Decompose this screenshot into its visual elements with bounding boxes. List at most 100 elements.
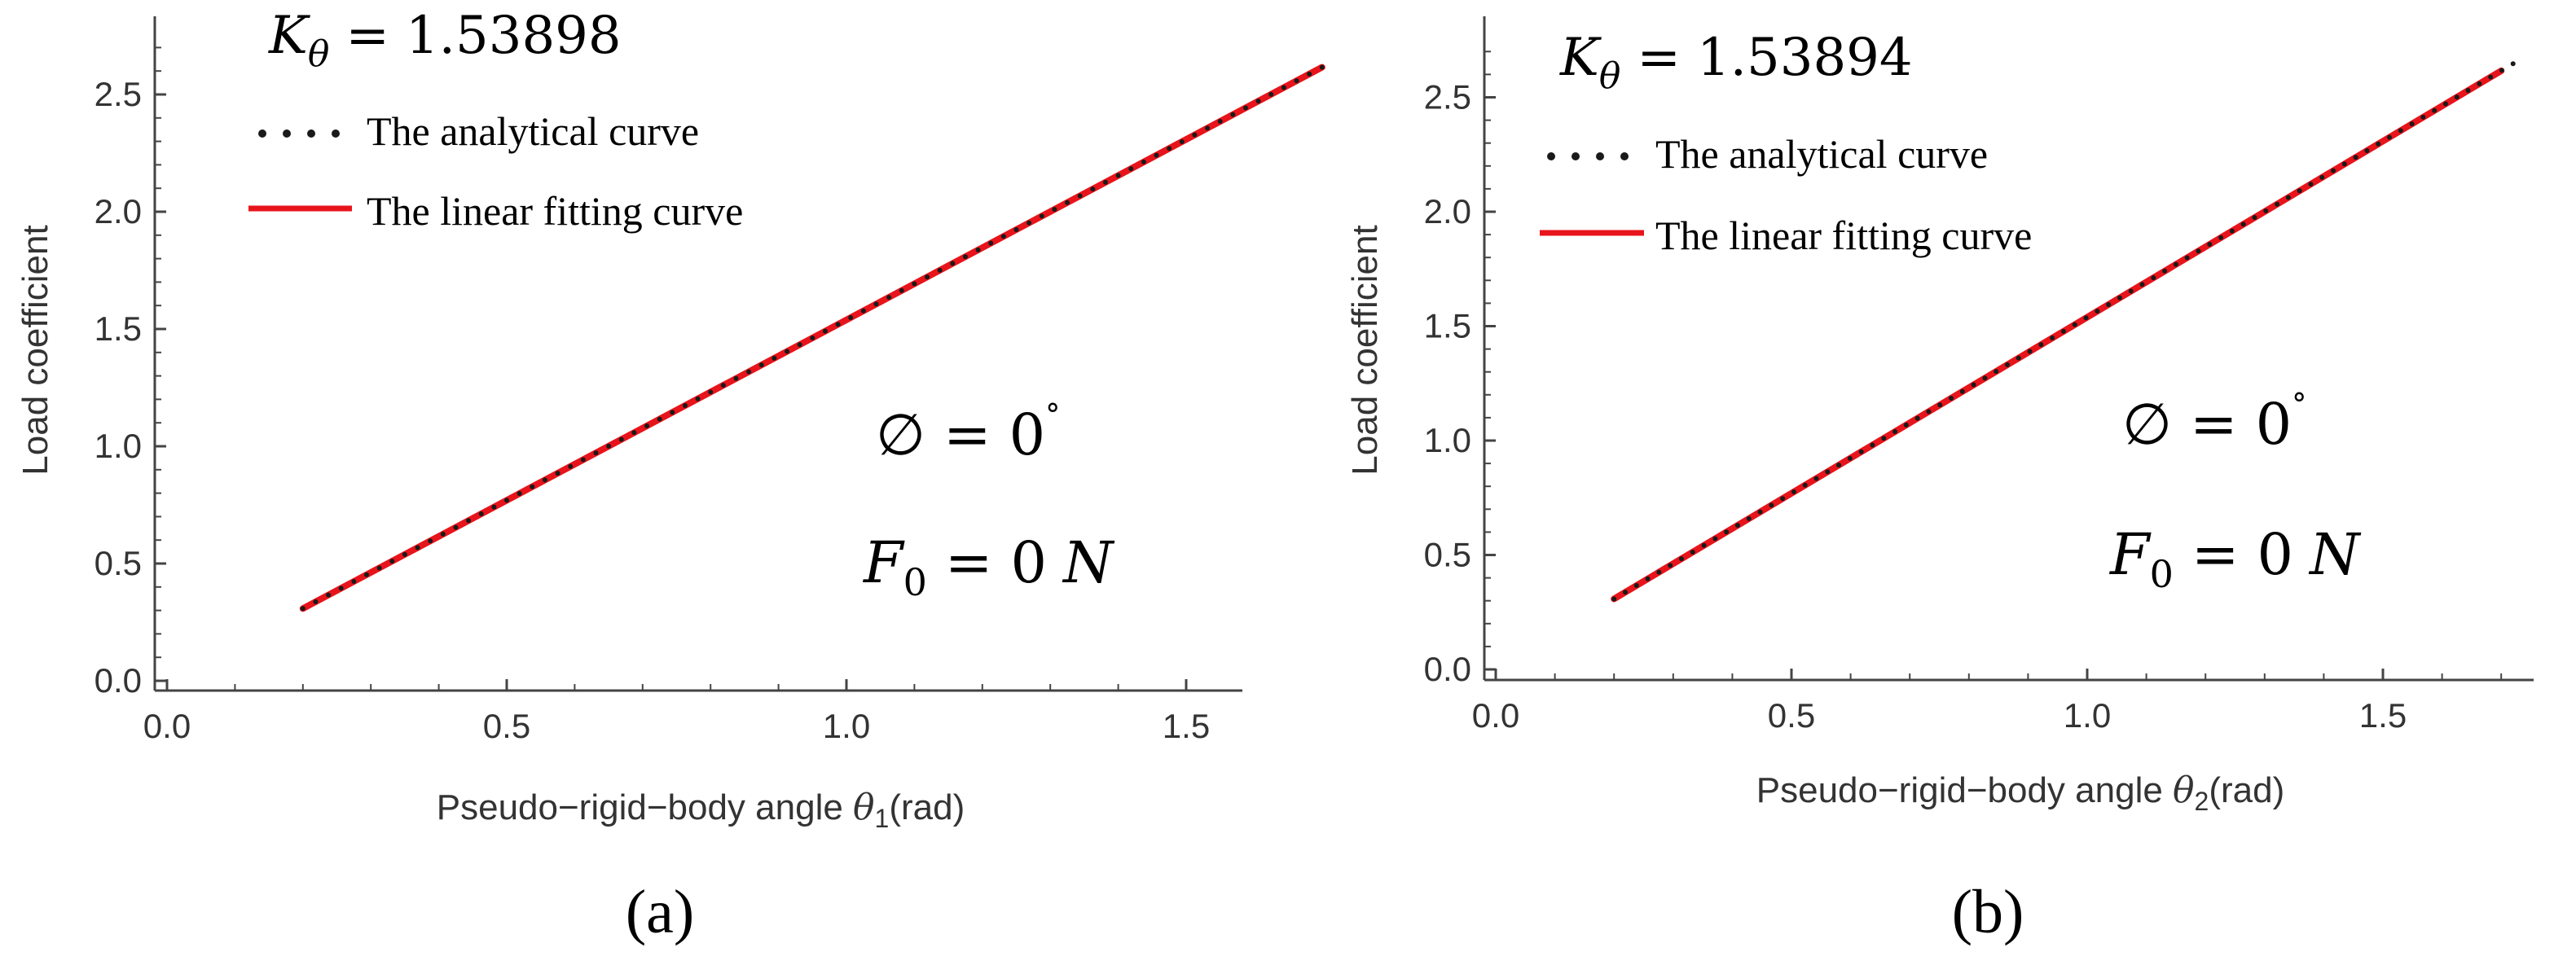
analytical-point-b (2027, 349, 2033, 354)
analytical-point-b (1881, 436, 1887, 441)
analytical-point-b (1769, 502, 1774, 508)
analytical-point-a (440, 531, 446, 537)
analytical-point-b (1836, 463, 1842, 468)
analytical-point-b (1633, 583, 1639, 589)
analytical-point-b (1712, 536, 1718, 542)
analytical-point-a (860, 308, 866, 314)
analytical-point-b (2173, 261, 2178, 267)
analytical-point-b (1780, 496, 1786, 502)
analytical-point-b (2162, 268, 2168, 274)
analytical-point-a (746, 369, 752, 375)
k-theta-label-b: Kθ = 1.53894 (1559, 28, 1913, 97)
analytical-point-a (950, 261, 956, 266)
legend-label-fitting-a: The linear fitting curve (367, 188, 743, 234)
analytical-point-b (1914, 415, 1920, 421)
analytical-point-b (1645, 576, 1651, 581)
y-tick-label-a: 1.0 (95, 427, 142, 465)
analytical-point-a (657, 416, 662, 422)
analytical-point-b (1724, 529, 1730, 535)
analytical-point-a (1307, 71, 1312, 77)
analytical-point-a (1077, 193, 1083, 199)
y-tick-label-b: 0.0 (1424, 650, 1471, 688)
plot-area-b: 0.0 0.5 1.0 1.5 2.0 2.5 0.0 0.5 1.0 1.5 (1424, 16, 2534, 735)
analytical-point-a (606, 443, 612, 449)
analytical-point-a (1268, 91, 1274, 97)
analytical-point-a (810, 335, 815, 340)
analytical-point-a (415, 545, 420, 550)
analytical-point-a (925, 274, 930, 280)
analytical-point-a (338, 586, 344, 591)
analytical-point-a (1217, 119, 1223, 125)
legend-label-fitting-b: The linear fitting curve (1655, 213, 2032, 258)
analytical-point-a (988, 240, 994, 246)
x-tick-label-b: 0.5 (1768, 696, 1815, 735)
y-tick-label-b: 1.0 (1424, 421, 1471, 459)
analytical-point-a (873, 301, 879, 307)
analytical-point-a (631, 430, 637, 436)
force-annotation-b: F0 = 0 N (2108, 521, 2362, 596)
caption-a: (a) (626, 878, 694, 946)
analytical-point-b (1701, 542, 1707, 548)
analytical-point-b (1757, 509, 1763, 515)
legend-swatch-analytical-a (258, 129, 340, 138)
analytical-point-b (1847, 455, 1853, 461)
analytical-point-a (376, 565, 382, 571)
x-tick-label-b: 1.0 (2064, 696, 2111, 735)
y-axis-label-b: Load coefficient (1345, 225, 1385, 475)
analytical-point-b (2252, 215, 2257, 221)
y-tick-label-a: 2.5 (95, 75, 142, 113)
analytical-point-b (1959, 388, 1965, 394)
analytical-point-b (1982, 375, 1988, 381)
analytical-point-a (962, 254, 968, 260)
analytical-point-b (2263, 208, 2269, 213)
analytical-point-a (453, 524, 459, 530)
analytical-point-b (2117, 295, 2122, 300)
x-axis-label-a: Pseudo−rigid−body angle θ1(rad) (437, 787, 965, 833)
analytical-point-b (2432, 107, 2438, 113)
x-tick-label-a: 1.5 (1163, 707, 1210, 745)
analytical-point-a (1065, 200, 1070, 205)
analytical-point-b (2454, 94, 2460, 100)
analytical-point-b (2488, 74, 2494, 80)
analytical-point-a (1230, 112, 1236, 117)
panel-a: 0.0 0.5 1.0 1.5 2.0 2.5 0.0 0.5 1.0 1.5 Kθ = 1.5389… (15, 6, 1325, 946)
analytical-point-a (937, 267, 943, 273)
analytical-point-a (708, 389, 714, 395)
analytical-point-b (2319, 174, 2325, 180)
analytical-point-b (1802, 482, 1808, 488)
analytical-point-a (1205, 125, 1211, 131)
analytical-point-b (1971, 382, 1976, 388)
analytical-point-b (2095, 309, 2100, 314)
analytical-point-b (1858, 449, 1864, 454)
analytical-point-b (1870, 442, 1875, 448)
analytical-point-b (2510, 61, 2516, 67)
analytical-point-a (313, 599, 319, 604)
x-tick-label-b: 0.0 (1472, 696, 1519, 735)
caption-b: (b) (1952, 878, 2024, 946)
analytical-point-a (720, 383, 726, 388)
analytical-point-a (797, 342, 802, 348)
analytical-point-b (1903, 422, 1909, 428)
analytical-point-b (2442, 101, 2448, 107)
y-tick-label-a: 2.0 (95, 192, 142, 230)
phi-annotation-a: ∅ = 0° (876, 399, 1060, 468)
analytical-point-b (2386, 134, 2392, 140)
legend-label-analytical-b: The analytical curve (1655, 131, 1988, 177)
analytical-point-b (2465, 88, 2471, 94)
x-tick-label-b: 1.5 (2359, 696, 2407, 735)
analytical-point-a (695, 396, 701, 401)
analytical-point-a (1000, 234, 1006, 239)
phi-annotation-b: ∅ = 0° (2122, 388, 2306, 458)
analytical-point-a (1115, 173, 1121, 178)
analytical-point-a (771, 355, 777, 361)
x-axis-label-b: Pseudo−rigid−body angle θ2(rad) (1756, 770, 2285, 816)
analytical-point-b (2341, 161, 2347, 167)
analytical-point-a (568, 463, 574, 469)
analytical-point-b (2016, 355, 2021, 361)
analytical-point-a (351, 579, 357, 585)
analytical-point-a (326, 592, 332, 598)
analytical-point-b (2038, 342, 2044, 348)
y-tick-label-a: 0.5 (95, 544, 142, 582)
analytical-point-b (2477, 81, 2482, 86)
